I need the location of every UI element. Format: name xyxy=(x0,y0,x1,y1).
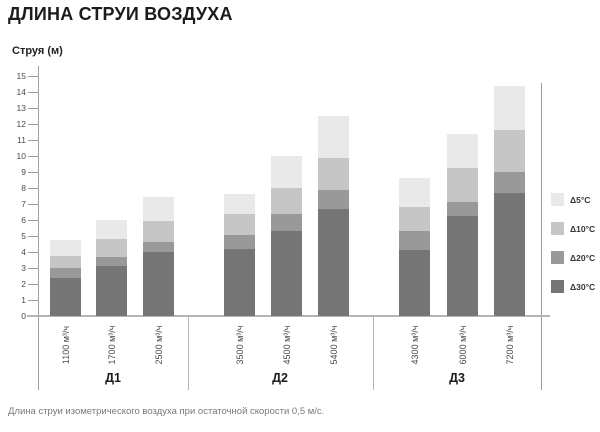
y-tick xyxy=(28,108,38,109)
group-label: Д2 xyxy=(272,371,288,385)
legend-swatch-icon xyxy=(551,222,564,235)
bar-segment xyxy=(318,116,349,158)
bar-segment xyxy=(399,231,430,251)
chart-title: ДЛИНА СТРУИ ВОЗДУХА xyxy=(8,4,233,24)
bar-segment xyxy=(224,214,255,236)
y-tick xyxy=(28,76,38,77)
x-category-label: 5400 м³/ч xyxy=(328,325,339,365)
legend-swatch-icon xyxy=(551,193,564,206)
x-category-label: 3500 м³/ч xyxy=(234,325,245,365)
bar-segment xyxy=(494,192,525,316)
bar-segment xyxy=(447,168,478,203)
x-category-label: 2500 м³/ч xyxy=(153,325,164,365)
plot-right-border xyxy=(541,83,542,390)
group-divider xyxy=(373,316,374,390)
bar-segment xyxy=(143,241,174,252)
legend-swatch-icon xyxy=(551,251,564,264)
y-tick xyxy=(28,220,38,221)
bar-segment xyxy=(494,172,525,193)
y-tick-label: 2 xyxy=(21,279,26,289)
legend-label: Δ5°C xyxy=(570,195,591,205)
bar-segment xyxy=(50,256,81,268)
bar-segment xyxy=(96,239,127,257)
y-tick xyxy=(28,188,38,189)
y-tick xyxy=(28,268,38,269)
bar-segment xyxy=(271,188,302,214)
y-tick xyxy=(28,140,38,141)
bar-segment xyxy=(96,220,127,240)
legend-label: Δ10°C xyxy=(570,224,596,234)
y-tick xyxy=(28,92,38,93)
bar-segment xyxy=(143,252,174,316)
y-tick xyxy=(28,300,38,301)
y-tick-label: 14 xyxy=(16,87,26,97)
bar-segment xyxy=(224,235,255,249)
bar-segment xyxy=(399,207,430,232)
y-tick-label: 15 xyxy=(16,71,26,81)
y-tick xyxy=(28,156,38,157)
x-category-label: 7200 м³/ч xyxy=(504,325,515,365)
y-tick xyxy=(28,124,38,125)
bar-segment xyxy=(318,189,349,209)
bar-segment xyxy=(318,157,349,190)
bar-segment xyxy=(494,130,525,172)
bar-segment xyxy=(96,256,127,267)
x-category-label: 6000 м³/ч xyxy=(457,325,468,365)
y-tick-label: 12 xyxy=(16,119,26,129)
y-tick xyxy=(28,284,38,285)
bar-segment xyxy=(494,85,525,131)
legend-label: Δ30°C xyxy=(570,282,596,292)
y-tick xyxy=(28,172,38,173)
bar-segment xyxy=(50,240,81,256)
y-tick-label: 10 xyxy=(16,151,26,161)
y-tick-label: 1 xyxy=(21,295,26,305)
y-tick-label: 11 xyxy=(17,135,26,145)
bar-segment xyxy=(447,216,478,316)
bar-segment xyxy=(224,248,255,316)
y-tick xyxy=(28,252,38,253)
bar-segment xyxy=(447,133,478,168)
bar-segment xyxy=(399,178,430,208)
group-label: Д3 xyxy=(449,371,465,385)
y-tick-label: 13 xyxy=(16,103,26,113)
bar-segment xyxy=(318,208,349,316)
bar-segment xyxy=(143,220,174,242)
bar-segment xyxy=(447,202,478,216)
bar-segment xyxy=(96,266,127,316)
y-tick-label: 4 xyxy=(21,247,26,257)
legend-swatch-icon xyxy=(551,280,564,293)
x-category-label: 4500 м³/ч xyxy=(281,325,292,365)
y-tick-label: 3 xyxy=(21,263,26,273)
y-tick-label: 9 xyxy=(21,167,26,177)
y-tick-label: 0 xyxy=(21,311,26,321)
bar-segment xyxy=(399,250,430,316)
bar-segment xyxy=(271,231,302,316)
group-divider xyxy=(188,316,189,390)
x-category-label: 1700 м³/ч xyxy=(106,325,117,365)
bar-segment xyxy=(271,213,302,232)
y-tick-label: 8 xyxy=(21,183,26,193)
x-category-label: 4300 м³/ч xyxy=(409,325,420,365)
y-tick-label: 6 xyxy=(21,215,26,225)
y-axis-title: Струя (м) xyxy=(12,45,63,57)
x-category-label: 1100 м³/ч xyxy=(60,325,71,365)
y-tick-label: 5 xyxy=(21,231,26,241)
footer-note: Длина струи изометрического воздуха при … xyxy=(8,406,325,417)
bar-segment xyxy=(271,156,302,188)
group-label: Д1 xyxy=(105,371,121,385)
y-tick-label: 7 xyxy=(21,199,26,209)
bar-segment xyxy=(143,196,174,221)
x-axis-baseline xyxy=(27,315,550,317)
bar-segment xyxy=(224,193,255,215)
bar-segment xyxy=(50,268,81,278)
legend-label: Δ20°C xyxy=(570,253,596,263)
y-tick xyxy=(28,236,38,237)
y-axis-line xyxy=(38,66,39,390)
bar-segment xyxy=(50,277,81,316)
y-tick xyxy=(28,204,38,205)
